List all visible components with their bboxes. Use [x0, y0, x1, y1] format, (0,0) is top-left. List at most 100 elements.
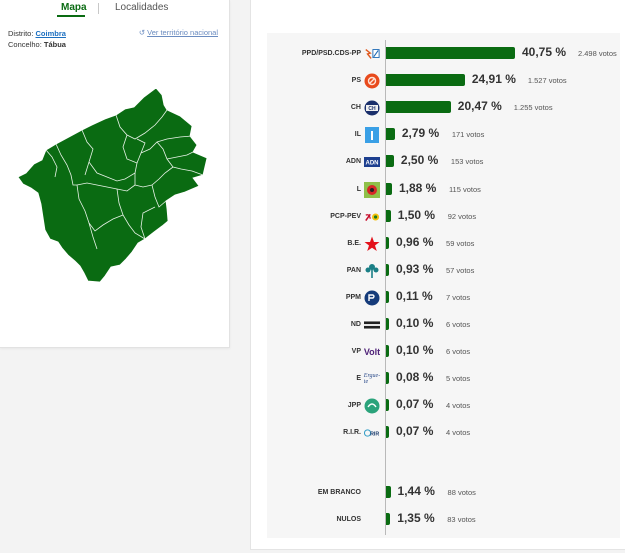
- volt-logo-icon: Volt: [363, 347, 381, 358]
- votes-label: 4 votos: [446, 401, 471, 411]
- results-chart-area: [267, 33, 620, 538]
- percentage-label: 0,07 %: [396, 424, 434, 439]
- party-label: ADN: [345, 158, 361, 166]
- result-row[interactable]: NULOS 1,35 % 83 votos: [267, 510, 620, 530]
- percentage-label: 0,10 %: [396, 343, 434, 358]
- votes-label: 1.527 votos: [527, 76, 567, 86]
- votes-label: 5 votos: [446, 374, 471, 384]
- party-label: NULOS: [336, 516, 362, 523]
- result-bar: [386, 74, 465, 87]
- percentage-label: 1,35 %: [397, 511, 435, 525]
- result-bar: [386, 128, 395, 141]
- percentage-label: 20,47 %: [457, 99, 502, 114]
- map-tabs: Mapa Localidades: [0, 0, 229, 20]
- svg-text:CH: CH: [368, 106, 376, 112]
- result-row[interactable]: E Ergue-te 0,08 % 5 votos: [267, 369, 620, 389]
- result-row[interactable]: VP Volt 0,10 % 6 votos: [267, 342, 620, 362]
- result-bar: [386, 209, 391, 222]
- result-row[interactable]: ND 0,10 % 6 votos: [267, 315, 620, 335]
- result-bar: [386, 372, 389, 385]
- party-label: EM BRANCO: [317, 489, 361, 496]
- adn-logo-icon: ADN: [364, 154, 380, 170]
- party-label: PS: [351, 77, 361, 85]
- party-label: CH: [350, 104, 361, 112]
- municipality-map[interactable]: [17, 87, 209, 283]
- votes-label: 83 votos: [447, 515, 476, 524]
- percentage-label: 1,88 %: [398, 180, 437, 195]
- party-label: JPP: [347, 402, 361, 410]
- result-row[interactable]: PPD/PSD.CDS-PP 40,75 % 2.498 votos: [267, 44, 620, 64]
- party-label: R.I.R.: [343, 429, 361, 437]
- percentage-label: 0,96 %: [396, 234, 434, 249]
- svg-text:ADN: ADN: [366, 161, 379, 167]
- votes-label: 7 votos: [446, 292, 471, 302]
- result-row[interactable]: PAN 0,93 % 57 votos: [267, 261, 620, 281]
- percentage-label: 0,11 %: [396, 288, 433, 303]
- result-bar: [386, 345, 389, 358]
- result-bar: [386, 236, 390, 249]
- party-label: B.E.: [347, 239, 361, 247]
- result-bar: [386, 486, 391, 498]
- result-row[interactable]: PCP-PEV 1,50 % 92 votos: [267, 207, 620, 227]
- parish-borders: [45, 109, 204, 250]
- votes-label: 2.498 votos: [578, 49, 617, 58]
- party-label: PPD/PSD.CDS-PP: [301, 50, 361, 57]
- percentage-label: 1,50 %: [397, 207, 436, 222]
- result-row[interactable]: CH CH 20,47 % 1.255 votos: [267, 98, 620, 118]
- percentage-label: 0,08 %: [396, 370, 434, 385]
- result-row[interactable]: PS 24,91 % 1.527 votos: [267, 71, 620, 91]
- tab-localities[interactable]: Localidades: [115, 2, 169, 13]
- municipality-line: Concelho: Tábua: [8, 39, 66, 50]
- percentage-label: 40,75 %: [522, 45, 567, 59]
- percentage-label: 2,50 %: [400, 153, 439, 168]
- votes-label: 59 votos: [446, 238, 475, 248]
- il-logo-icon: [364, 127, 380, 144]
- tab-map[interactable]: Mapa: [61, 2, 87, 13]
- pcp-pev-logo-icon: [364, 209, 380, 225]
- psd-cds-logo-icon: [364, 46, 380, 62]
- votes-label: 153 votos: [450, 157, 484, 167]
- votes-label: 92 votos: [447, 211, 477, 221]
- percentage-label: 0,07 %: [396, 397, 434, 412]
- result-row[interactable]: EM BRANCO 1,44 % 88 votos: [267, 483, 620, 503]
- result-bar: [386, 182, 392, 195]
- result-bar: [386, 101, 451, 114]
- national-link-label: Ver território nacional: [147, 28, 218, 37]
- percentage-label: 1,44 %: [397, 484, 435, 498]
- svg-text:RIR: RIR: [370, 432, 379, 438]
- district-line: Distrito: Coimbra: [8, 28, 66, 39]
- pan-logo-icon: [364, 263, 380, 279]
- tab-divider: [98, 3, 99, 14]
- party-label: PPM: [345, 293, 361, 301]
- map-shape[interactable]: [17, 87, 208, 283]
- result-row[interactable]: ADN ADN 2,50 % 153 votos: [267, 152, 620, 172]
- result-row[interactable]: JPP 0,07 % 4 votos: [267, 396, 620, 416]
- national-territory-link[interactable]: ↺ Ver território nacional: [139, 28, 218, 37]
- result-bar: [386, 155, 394, 168]
- result-row[interactable]: PPM 0,11 % 7 votos: [267, 288, 620, 308]
- result-bar: [386, 318, 389, 330]
- municipality-label: Concelho:: [8, 40, 42, 49]
- party-label: IL: [354, 131, 361, 139]
- result-bar: [386, 426, 389, 439]
- percentage-label: 2,79 %: [401, 126, 440, 141]
- votes-label: 4 votos: [446, 428, 471, 438]
- chart-axis-line: [385, 40, 386, 535]
- votes-label: 171 votos: [451, 130, 485, 140]
- municipality-name: Tábua: [43, 40, 66, 49]
- party-label: PCP-PEV: [330, 212, 361, 220]
- result-bar: [386, 399, 389, 412]
- party-label: E: [356, 375, 361, 383]
- votes-label: 115 votos: [448, 184, 481, 194]
- ppm-logo-icon: [364, 290, 380, 306]
- result-row[interactable]: IL 2,79 % 171 votos: [267, 125, 620, 145]
- district-link[interactable]: Coimbra: [35, 29, 66, 38]
- result-row[interactable]: L 1,88 % 115 votos: [267, 180, 620, 200]
- nd-logo-icon: [364, 317, 380, 333]
- votes-label: 1.255 votos: [513, 103, 553, 113]
- location-info: Distrito: Coimbra Concelho: Tábua: [8, 28, 66, 50]
- result-row[interactable]: B.E. 0,96 % 59 votos: [267, 234, 620, 254]
- result-bar: [386, 290, 389, 303]
- result-row[interactable]: R.I.R. RIR 0,07 % 4 votos: [267, 423, 620, 443]
- ps-logo-icon: [364, 73, 380, 89]
